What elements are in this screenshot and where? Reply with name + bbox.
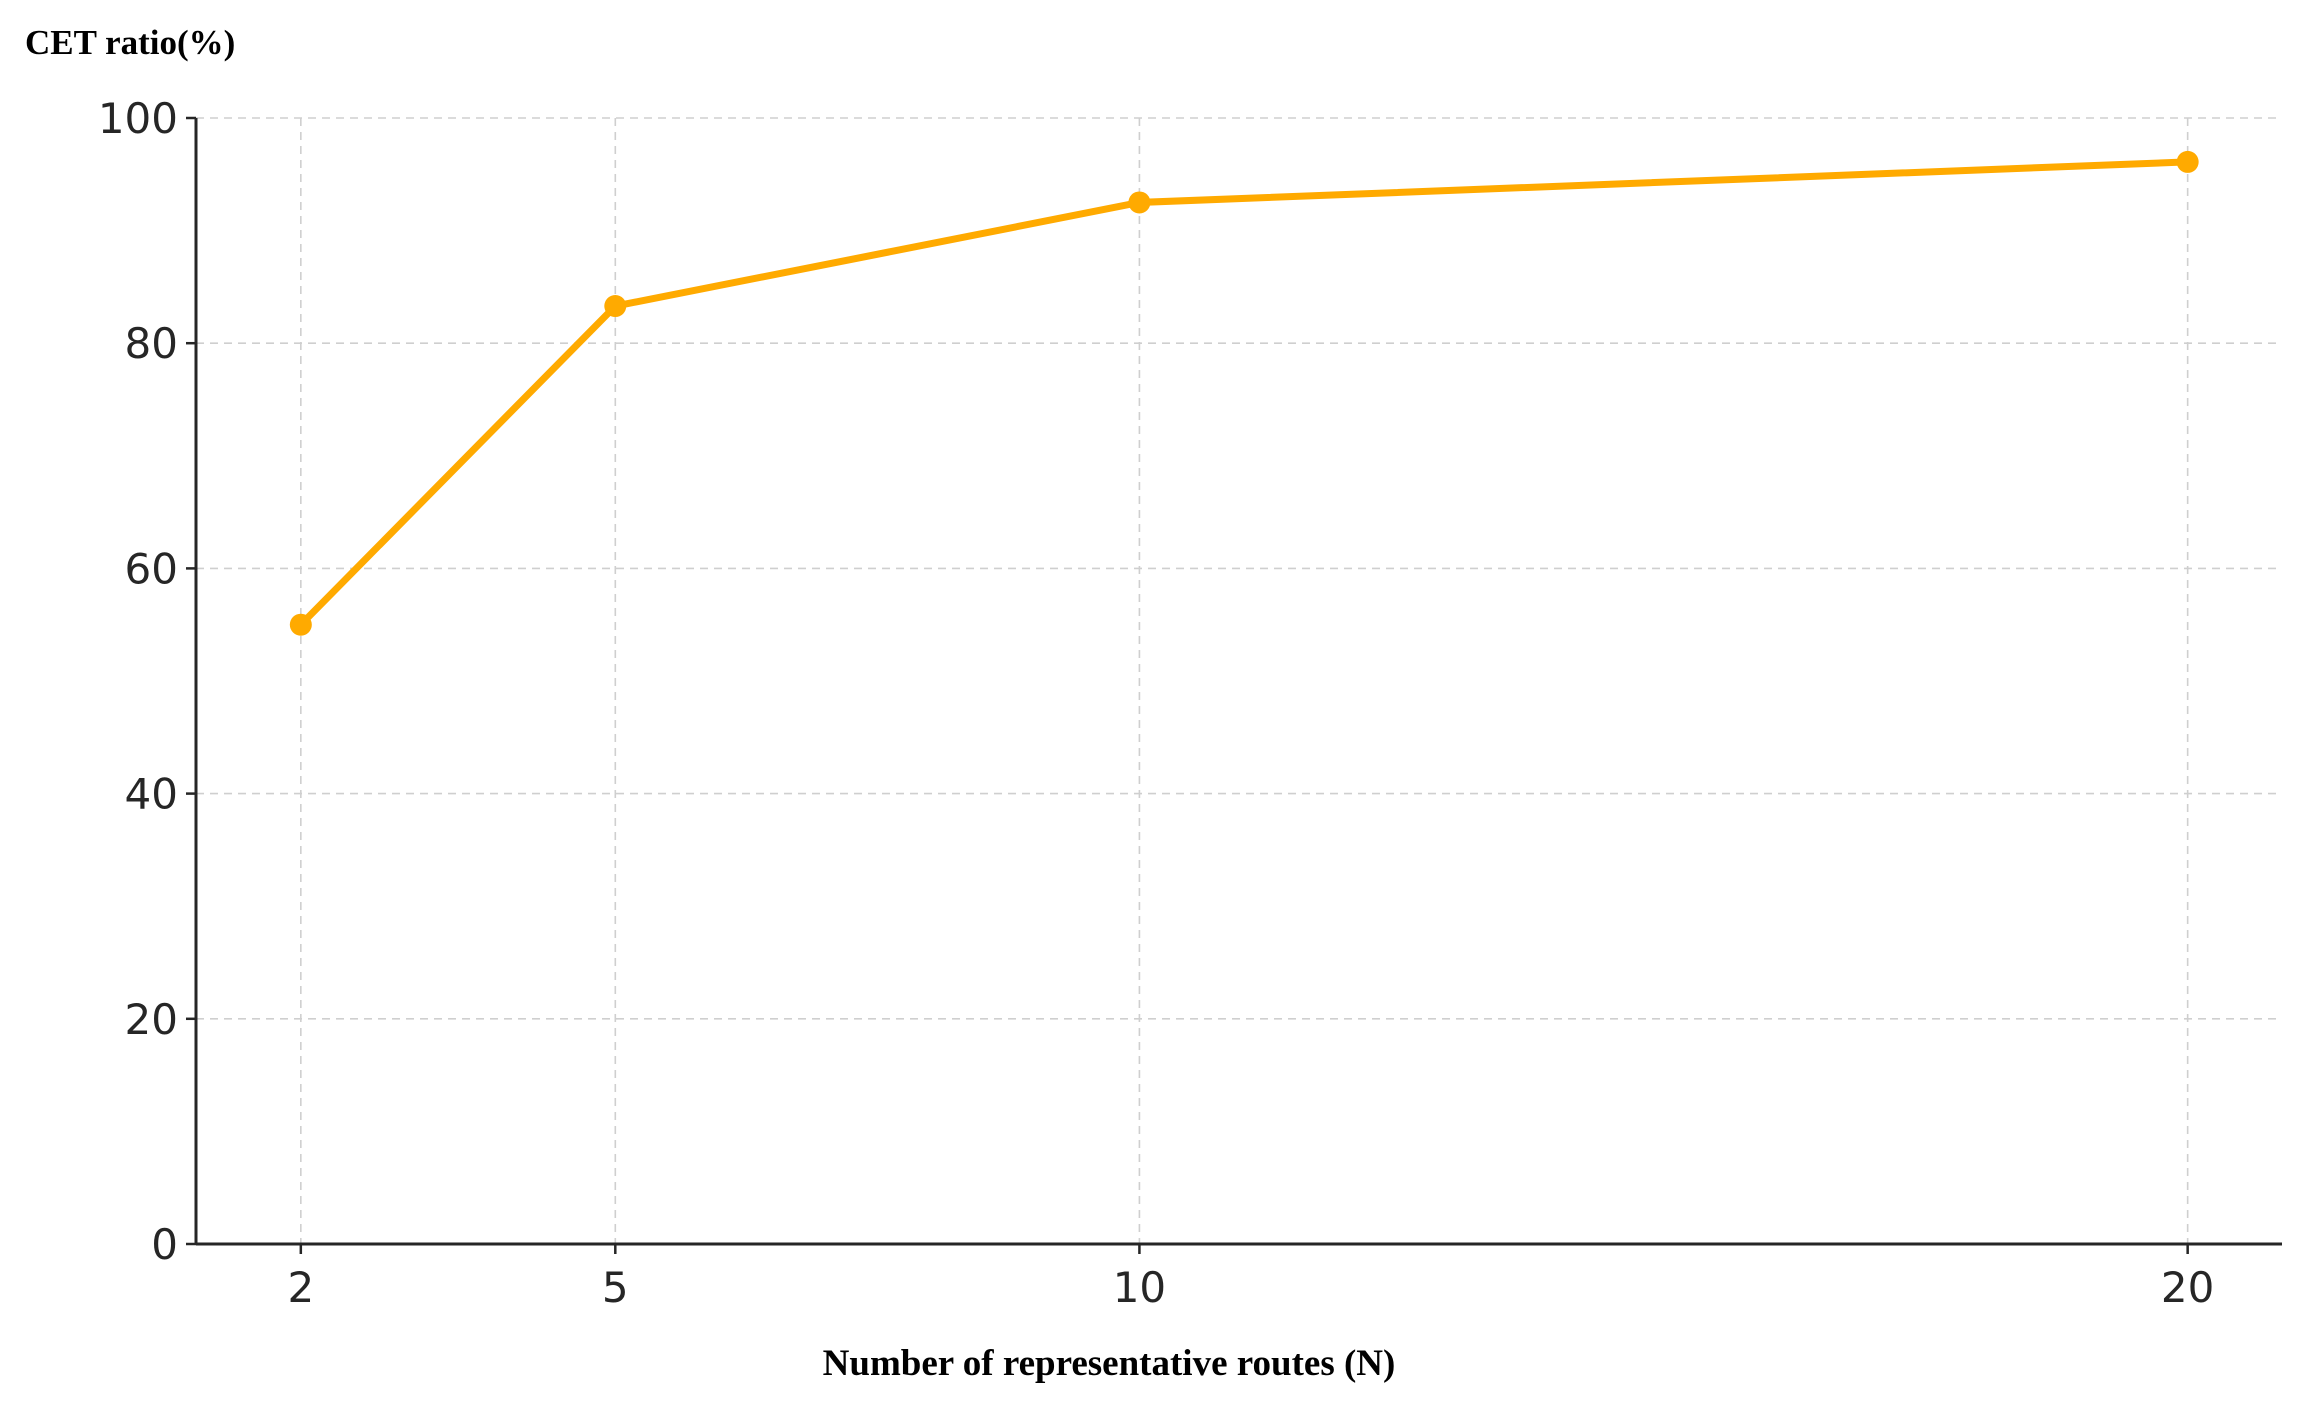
data-point — [604, 295, 627, 318]
series-group — [289, 150, 2199, 636]
x-tick-label: 20 — [2161, 1263, 2214, 1312]
axes — [194, 118, 2282, 1246]
x-tick-label: 2 — [287, 1263, 314, 1312]
y-tick-label: 20 — [125, 995, 178, 1044]
y-tick-label: 80 — [125, 319, 178, 368]
y-tick-label: 60 — [125, 544, 178, 593]
y-tick-label: 40 — [125, 770, 178, 819]
y-tick-label: 100 — [98, 94, 178, 143]
x-tick-label: 10 — [1113, 1263, 1166, 1312]
data-point — [1128, 191, 1151, 214]
y-axis-label: CET ratio(%) — [25, 23, 235, 62]
data-point — [2176, 150, 2199, 173]
grid — [196, 117, 2282, 1244]
y-ticks: 0 20 40 60 80 100 — [98, 94, 196, 1269]
x-ticks: 2 5 10 20 — [287, 1244, 2214, 1312]
y-tick-label: 0 — [151, 1220, 178, 1269]
x-axis-label: Number of representative routes (N) — [823, 1343, 1396, 1384]
series-line — [297, 158, 2192, 629]
x-tick-label: 5 — [602, 1263, 629, 1312]
data-point — [289, 613, 312, 636]
